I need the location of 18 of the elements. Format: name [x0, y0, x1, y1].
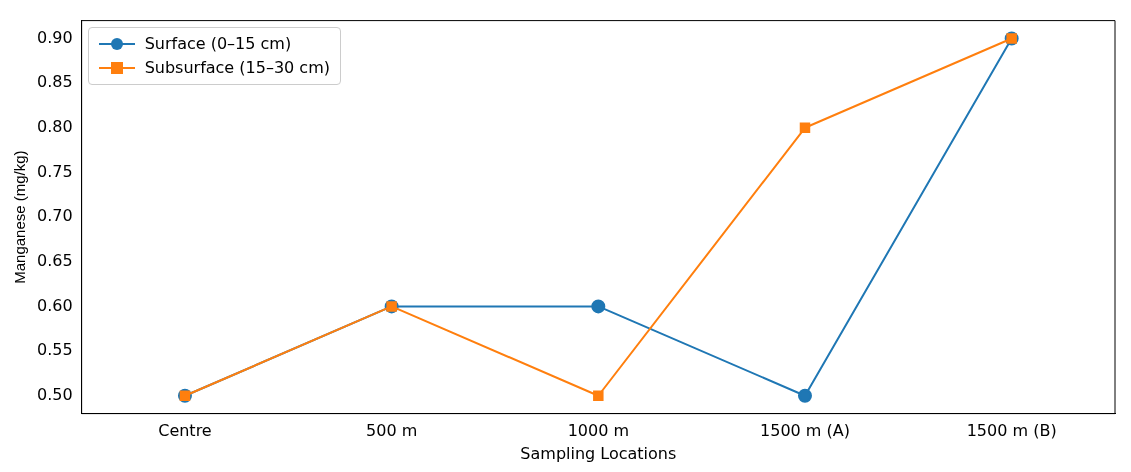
x-tick-label: 500 m [366, 421, 418, 441]
x-axis-title: Sampling Locations [520, 443, 677, 463]
x-tick-label: 1500 m (A) [760, 421, 850, 441]
y-tick-label: 0.85 [37, 72, 73, 92]
y-tick-label: 0.75 [37, 161, 73, 181]
legend-label: Subsurface (15–30 cm) [144, 56, 330, 79]
y-axis-title: Manganese (mg/kg) [11, 150, 29, 284]
y-tick-label: 0.80 [37, 116, 73, 136]
y-tick-label: 0.65 [37, 250, 73, 270]
y-tick-label: 0.90 [37, 27, 73, 47]
x-tick-label: 1500 m (B) [966, 421, 1057, 441]
legend-label: Surface (0–15 cm) [144, 32, 292, 55]
x-tick-label: Centre [158, 421, 212, 441]
y-tick-label: 0.50 [37, 384, 73, 404]
y-tick-label: 0.55 [37, 340, 73, 360]
y-tick-label: 0.60 [37, 295, 73, 315]
x-tick-label: 1000 m [567, 421, 630, 441]
y-tick-label: 0.70 [37, 206, 73, 226]
